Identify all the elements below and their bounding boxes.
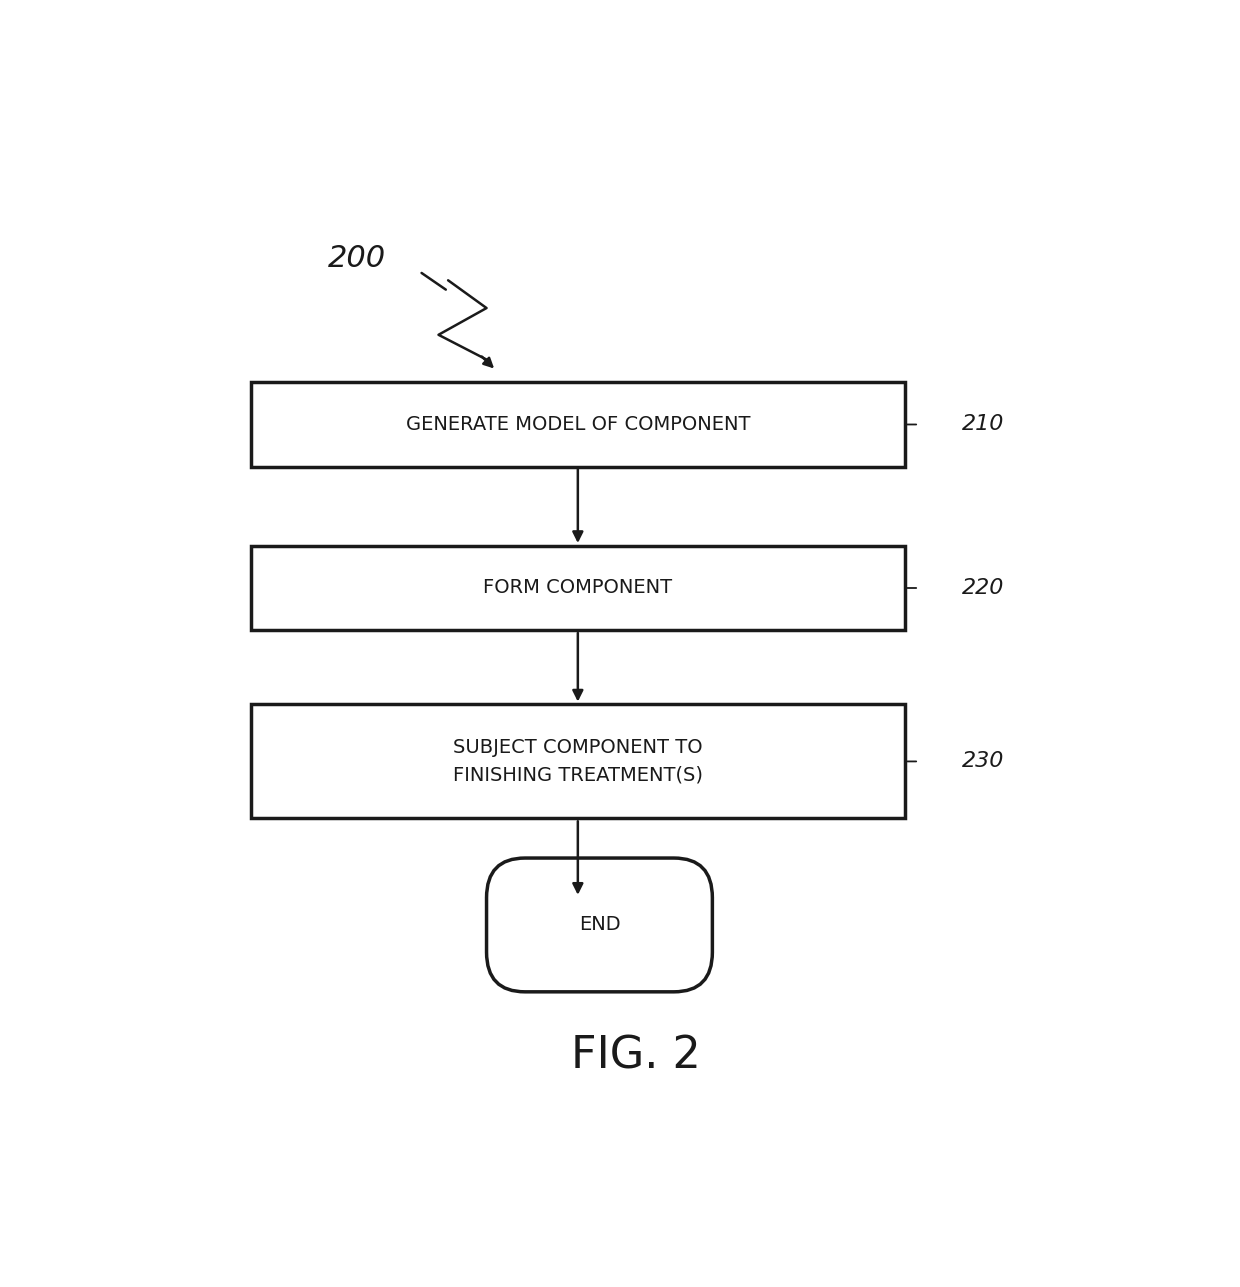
Text: 210: 210 xyxy=(962,414,1004,435)
Text: END: END xyxy=(579,915,620,934)
Text: 220: 220 xyxy=(962,578,1004,598)
Text: 230: 230 xyxy=(962,752,1004,771)
Text: FORM COMPONENT: FORM COMPONENT xyxy=(484,578,672,597)
FancyBboxPatch shape xyxy=(250,546,905,631)
FancyBboxPatch shape xyxy=(250,704,905,819)
FancyBboxPatch shape xyxy=(250,382,905,467)
Text: FIG. 2: FIG. 2 xyxy=(570,1035,701,1077)
Text: SUBJECT COMPONENT TO
FINISHING TREATMENT(S): SUBJECT COMPONENT TO FINISHING TREATMENT… xyxy=(453,737,703,785)
Text: 200: 200 xyxy=(327,245,386,273)
Text: GENERATE MODEL OF COMPONENT: GENERATE MODEL OF COMPONENT xyxy=(405,414,750,434)
FancyBboxPatch shape xyxy=(486,858,713,992)
